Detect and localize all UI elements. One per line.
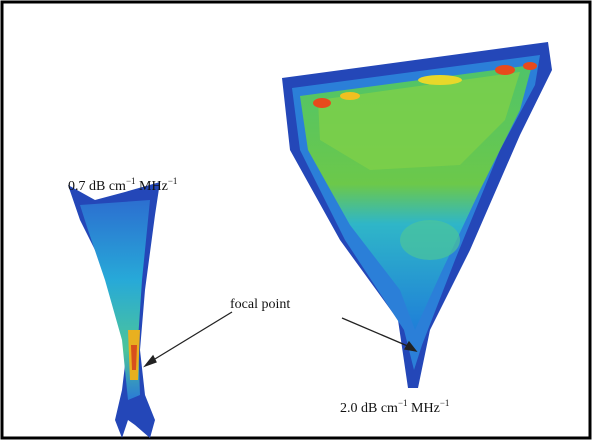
label-part: 0.7 dB cm <box>68 179 126 194</box>
label-sup: −1 <box>398 398 408 408</box>
label-part: MHz <box>136 179 168 194</box>
label-sup: −1 <box>126 176 136 186</box>
label-sup: −1 <box>168 176 178 186</box>
label-part: MHz <box>408 401 440 416</box>
right-label: 2.0 dB cm−1 MHz−1 <box>340 398 449 416</box>
label-sup: −1 <box>440 398 450 408</box>
figure: 0.7 dB cm−1 MHz−1 focal point 2.0 dB cm−… <box>0 0 593 441</box>
label-part: 2.0 dB cm <box>340 401 398 416</box>
focal-label: focal point <box>230 297 290 312</box>
left-label: 0.7 dB cm−1 MHz−1 <box>68 176 177 194</box>
page: 0.7 dB cm−1 MHz−1 focal point 2.0 dB cm−… <box>0 0 593 441</box>
